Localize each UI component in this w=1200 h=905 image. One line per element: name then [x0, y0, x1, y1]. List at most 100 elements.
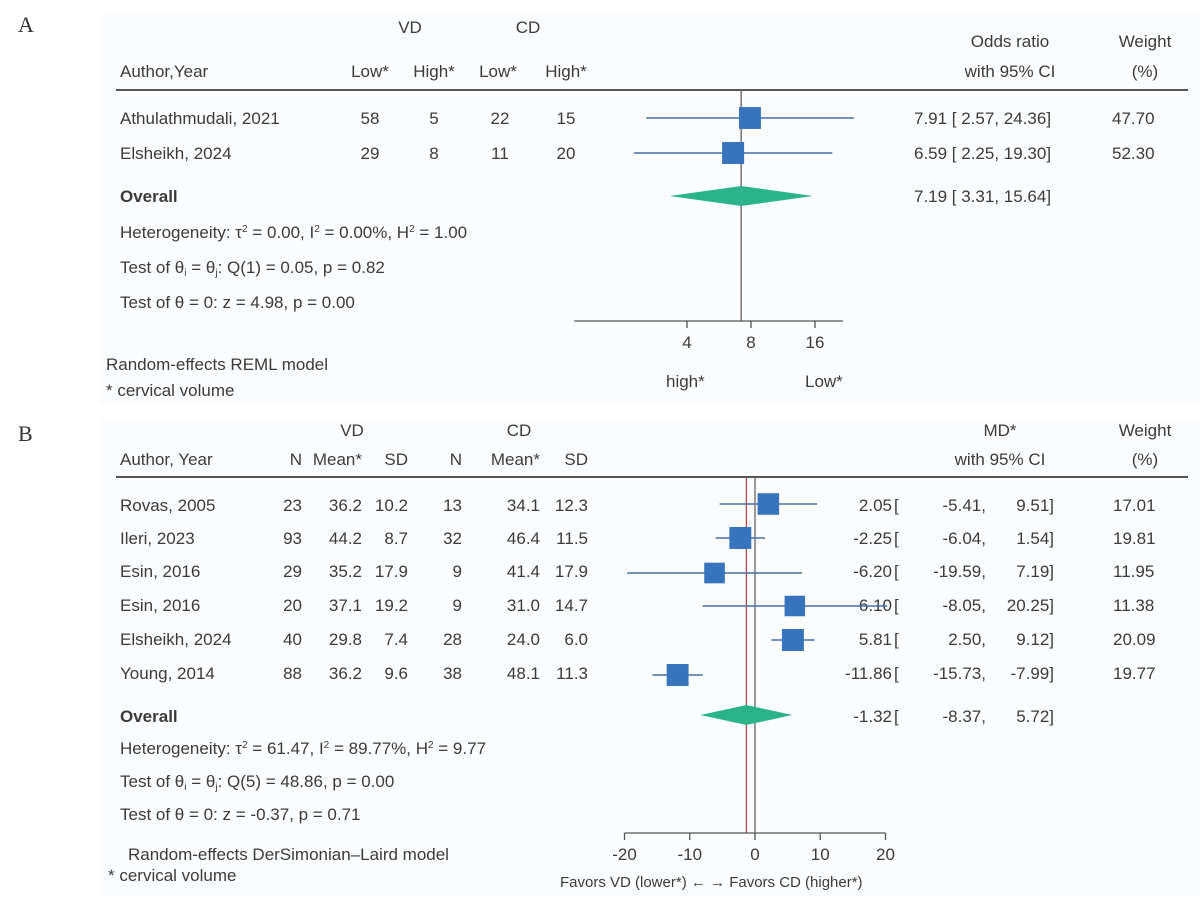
x-tick-label: -20 — [612, 845, 637, 864]
panel-a-group-cd: CD — [515, 18, 541, 37]
panel-b — [100, 418, 1200, 896]
cell: 20 — [556, 144, 576, 163]
cell: 29 — [360, 144, 380, 163]
cell: 40 — [283, 630, 302, 649]
cell: 8 — [429, 144, 439, 163]
panel-a-letter: A — [18, 12, 34, 37]
cell: 9 — [452, 562, 462, 581]
x-tick-label: -10 — [677, 845, 702, 864]
cell: 58 — [360, 109, 380, 128]
panel-a-weight-header-1: Weight — [1118, 32, 1172, 51]
study-square — [739, 107, 761, 129]
panel-a-header-rule — [116, 89, 1188, 91]
ci-upper: 9.51] — [1016, 496, 1054, 515]
x-tick-label: 0 — [750, 845, 759, 864]
panel-a-effect-header-1: Odds ratio — [970, 32, 1050, 51]
cell: 29.8 — [328, 630, 362, 649]
panel-b-weight-header-1: Weight — [1118, 421, 1172, 440]
overall-diamond — [700, 705, 793, 725]
study-square — [666, 664, 689, 686]
ci-text: 7.91 [ 2.57, 24.36] — [914, 109, 1052, 128]
cell: 11.3 — [556, 664, 588, 683]
bracket-open: [ — [894, 529, 899, 548]
cell: 22 — [490, 109, 510, 128]
heterogeneity-stats: Heterogeneity: τ2 = 61.47, I2 = 89.77%, … — [120, 739, 487, 758]
panel-a-weight-header-2: (%) — [1131, 62, 1159, 81]
panel-a-effect-header-2: with 95% CI — [964, 62, 1056, 81]
study-name: Esin, 2016 — [120, 562, 201, 581]
cell: 9 — [452, 596, 462, 615]
study-square — [757, 493, 780, 515]
panel-a-group-vd: VD — [398, 18, 422, 37]
ci-upper: 7.19] — [1016, 562, 1054, 581]
x-tick-label: 8 — [746, 333, 755, 352]
homogeneity-test: Test of θi = θj: Q(1) = 0.05, p = 0.82 — [120, 258, 385, 279]
cell: 14.7 — [554, 596, 588, 615]
weight: 11.95 — [1113, 562, 1155, 581]
cell: 88 — [283, 664, 302, 683]
study-square — [781, 629, 804, 651]
ci-text: 6.59 [ 2.25, 19.30] — [914, 144, 1052, 163]
cell: 48.1 — [506, 664, 540, 683]
study-name: Athulathmudali, 2021 — [120, 109, 280, 128]
cell: 11.5 — [556, 529, 588, 548]
weight: 19.77 — [1113, 664, 1156, 683]
ci-lower: 2.50, — [948, 630, 986, 649]
ci-lower: -5.41, — [942, 496, 986, 515]
footnote: * cervical volume — [108, 866, 237, 885]
overall-ci-text: 7.19 [ 3.31, 15.64] — [914, 187, 1052, 206]
model-note: Random-effects REML model — [106, 355, 329, 374]
x-tick-label: 20 — [876, 845, 895, 864]
bracket-open: [ — [894, 596, 899, 615]
bracket-open: [ — [894, 630, 899, 649]
cell: 32 — [443, 529, 462, 548]
axis-right-label: Low* — [805, 372, 843, 391]
study-name: Young, 2014 — [120, 664, 215, 683]
md-value: 2.05 — [858, 496, 892, 515]
md-value: -6.20 — [853, 562, 892, 581]
cell: 36.2 — [328, 664, 362, 683]
panel-b-col-header: N — [289, 450, 302, 469]
cell: 8.7 — [384, 529, 408, 548]
study-square — [729, 527, 752, 549]
study-name: Elsheikh, 2024 — [120, 144, 232, 163]
panel-b-letter: B — [18, 421, 33, 446]
study-square — [722, 142, 745, 164]
cell: 38 — [443, 664, 462, 683]
cell: 28 — [443, 630, 462, 649]
panel-b-col-header: SD — [564, 450, 588, 469]
overall-label: Overall — [120, 187, 178, 206]
cell: 31.0 — [506, 596, 540, 615]
heterogeneity-stats: Heterogeneity: τ2 = 0.00, I2 = 0.00%, H2… — [120, 223, 468, 242]
ci-lower: -15.73, — [933, 664, 986, 683]
overall-bracket-open: [ — [894, 707, 899, 726]
overall-label: Overall — [120, 707, 178, 726]
panel-b-col-header: N — [449, 450, 462, 469]
weight: 17.01 — [1113, 496, 1156, 515]
panel-a-author-header: Author,Year — [120, 62, 209, 81]
study-name: Elsheikh, 2024 — [120, 630, 232, 649]
panel-b-col-header: Mean* — [490, 450, 540, 469]
weight: 52.30 — [1112, 144, 1155, 163]
study-square — [704, 562, 725, 584]
weight: 11.38 — [1113, 596, 1155, 615]
model-note: Random-effects DerSimonian–Laird model — [128, 845, 449, 864]
overall-lower: -8.37, — [942, 707, 986, 726]
x-tick-label: 10 — [811, 845, 830, 864]
overall-upper: 5.72] — [1016, 707, 1054, 726]
footnote: * cervical volume — [106, 381, 235, 400]
axis-caption: Favors VD (lower*) ← → Favors CD (higher… — [560, 874, 863, 891]
x-tick-label: 4 — [682, 333, 691, 352]
cell: 36.2 — [328, 496, 362, 515]
panel-b-weight-header-2: (%) — [1131, 450, 1159, 469]
cell: 20 — [283, 596, 302, 615]
panel-b-author-header: Author, Year — [120, 450, 213, 469]
panel-b-col-header: Mean* — [312, 450, 362, 469]
panel-b-group-cd: CD — [506, 421, 532, 440]
study-name: Esin, 2016 — [120, 596, 201, 615]
ci-upper: -7.99] — [1010, 664, 1054, 683]
study-name: Ileri, 2023 — [120, 529, 195, 548]
ci-upper: 9.12] — [1016, 630, 1054, 649]
